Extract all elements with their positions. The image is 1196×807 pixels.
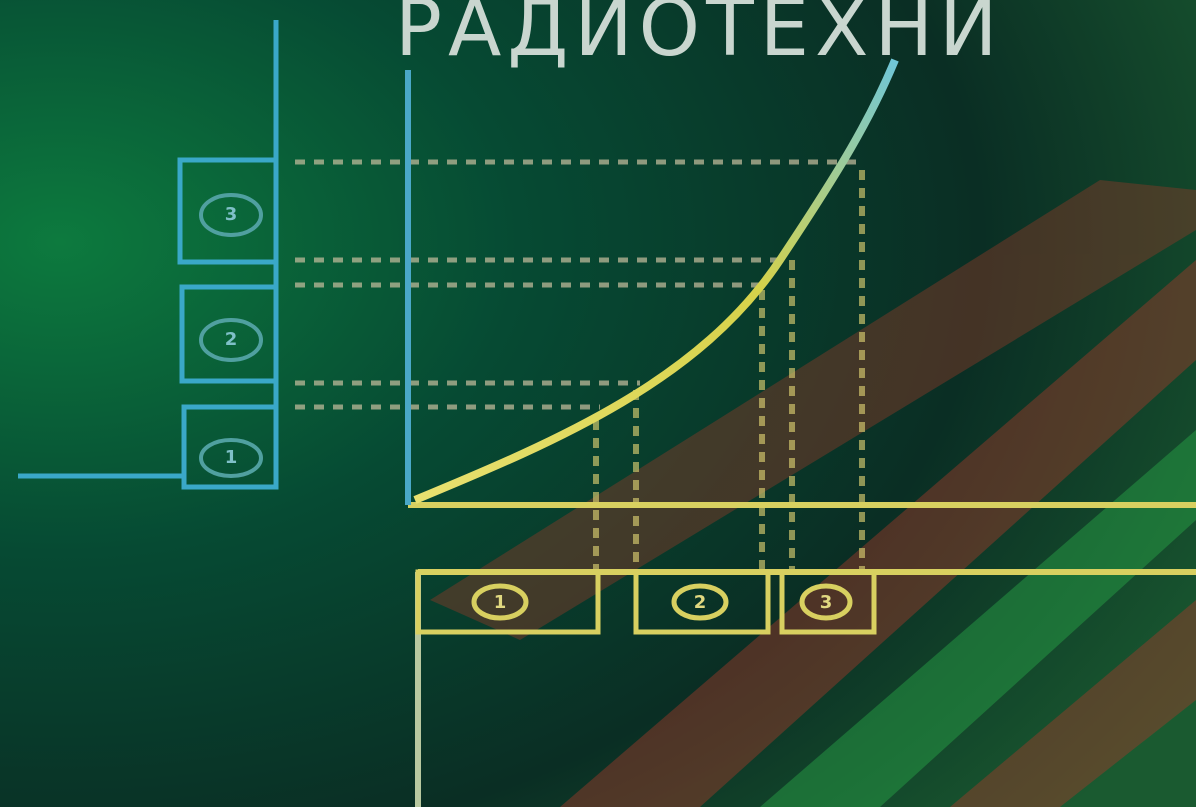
left-box-label: 3 bbox=[225, 204, 238, 225]
left-box-label: 1 bbox=[225, 447, 238, 468]
bottom-box-label: 2 bbox=[694, 592, 707, 613]
left-box-label: 2 bbox=[225, 329, 238, 350]
vertical-guides bbox=[593, 170, 865, 572]
bottom-box-label: 1 bbox=[494, 592, 507, 613]
left-scale bbox=[18, 20, 279, 490]
horizontal-guides bbox=[295, 159, 860, 410]
bottom-scale bbox=[415, 569, 877, 635]
bottom-box-label: 3 bbox=[820, 592, 833, 613]
diagonal-bands bbox=[430, 180, 1196, 807]
left-ovals bbox=[199, 193, 263, 478]
curve bbox=[413, 58, 899, 504]
title: РАДИОТЕХНИ bbox=[395, 0, 1003, 74]
